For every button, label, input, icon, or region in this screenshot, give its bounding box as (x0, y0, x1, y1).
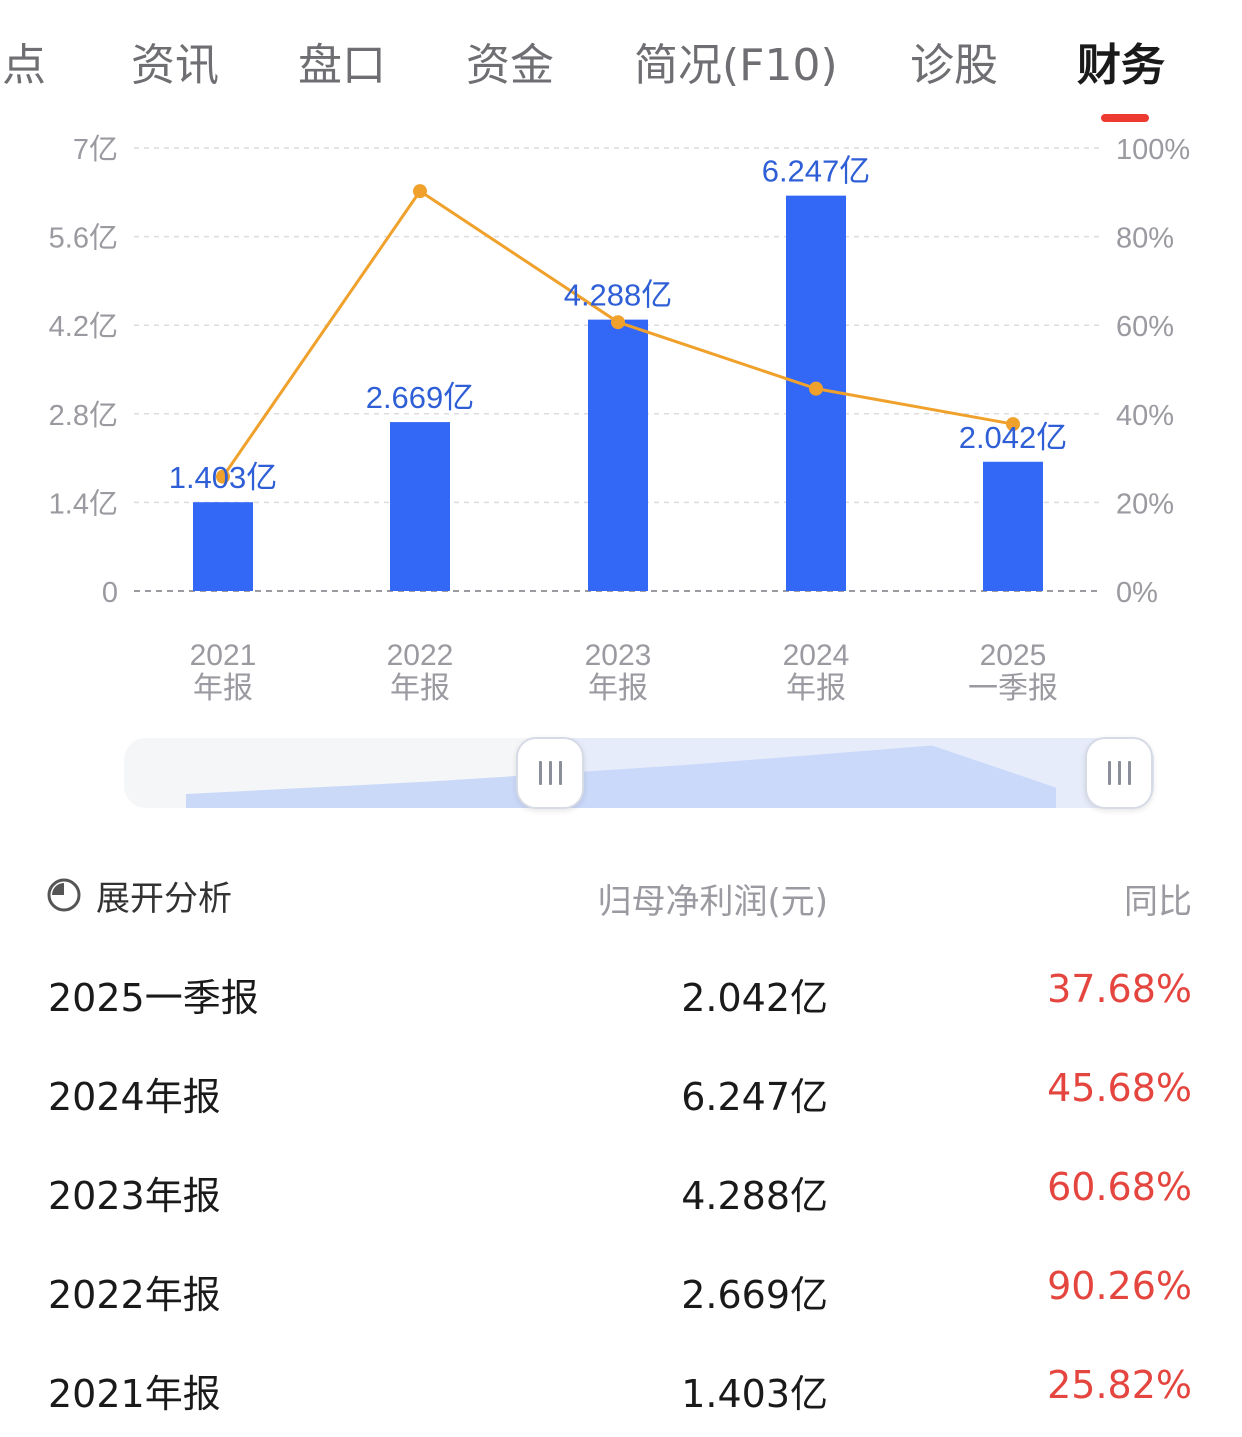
x-tick-year: 2021 (190, 639, 257, 672)
pie-chart-icon (47, 878, 81, 912)
range-slider-right-handle[interactable] (1085, 737, 1153, 809)
bar (983, 461, 1043, 591)
expand-analysis-button[interactable]: 展开分析 (46, 871, 232, 919)
y-tick-left: 5.6亿 (49, 222, 118, 255)
table-row[interactable]: 2021年报 1.403亿 25.82% (0, 1339, 1242, 1437)
y-tick-right: 40% (1116, 400, 1174, 432)
tab-market-depth[interactable]: 盘口 (298, 40, 386, 91)
row-yoy: 60.68% (1047, 1165, 1192, 1209)
yoy-point (809, 381, 823, 396)
x-tick-period: 年报 (390, 672, 450, 705)
x-tick-period: 年报 (786, 672, 846, 705)
tab-profile-f10[interactable]: 简况(F10) (634, 40, 838, 91)
row-yoy: 90.26% (1047, 1264, 1192, 1308)
table-row[interactable]: 2025一季报 2.042亿 37.68% (0, 943, 1242, 1041)
tab-diagnosis[interactable]: 诊股 (910, 40, 998, 91)
row-period: 2021年报 (48, 1372, 221, 1416)
yoy-point (611, 315, 625, 330)
table-row[interactable]: 2022年报 2.669亿 90.26% (0, 1240, 1242, 1338)
table-row[interactable]: 2024年报 6.247亿 45.68% (0, 1042, 1242, 1140)
y-tick-right: 60% (1116, 311, 1174, 343)
expand-analysis-label: 展开分析 (96, 878, 232, 919)
y-tick-left: 2.8亿 (49, 399, 118, 432)
yoy-point (216, 469, 230, 484)
bar (390, 422, 450, 591)
x-tick-period: 年报 (588, 672, 648, 705)
bar (588, 319, 648, 591)
column-header-profit: 归母净利润(元) (597, 882, 828, 922)
bar-value-label: 2.042亿 (959, 420, 1068, 455)
row-profit: 2.042亿 (681, 976, 828, 1020)
y-tick-left: 7亿 (73, 133, 118, 166)
x-tick-year: 2022 (387, 639, 454, 672)
profit-chart: 1.403亿 2.669亿 4.288亿 6.247亿 2.042亿 0 0% 1.4亿 20… (49, 133, 1191, 705)
table-header: 展开分析 归母净利润(元) 同比 (0, 860, 1242, 930)
active-tab-indicator (1101, 114, 1149, 122)
x-tick-period: 年报 (193, 672, 253, 705)
tab-bar: 看点 资讯 盘口 资金 简况(F10) 诊股 财务 (0, 0, 1242, 130)
row-yoy: 25.82% (1047, 1363, 1192, 1407)
yoy-point (1006, 417, 1020, 432)
bar-value-label: 6.247亿 (762, 154, 871, 189)
bar-value-label: 4.288亿 (564, 278, 673, 313)
bar-value-label: 1.403亿 (169, 460, 278, 495)
y-tick-left: 1.4亿 (49, 487, 118, 520)
row-period: 2022年报 (48, 1273, 221, 1317)
tab-capital-flow[interactable]: 资金 (466, 40, 554, 91)
y-tick-right: 20% (1116, 488, 1174, 520)
x-tick-year: 2024 (783, 639, 850, 672)
bar (193, 502, 253, 591)
x-tick-year: 2025 (980, 639, 1047, 672)
row-yoy: 45.68% (1047, 1066, 1192, 1110)
row-period: 2023年报 (48, 1174, 221, 1218)
row-profit: 6.247亿 (681, 1075, 828, 1119)
y-tick-right: 0% (1116, 577, 1158, 609)
y-tick-right: 100% (1116, 134, 1190, 166)
yoy-point (413, 184, 427, 199)
row-period: 2024年报 (48, 1075, 221, 1119)
tab-news[interactable]: 资讯 (131, 40, 219, 91)
y-tick-right: 80% (1116, 223, 1174, 255)
range-slider-track[interactable] (124, 738, 1154, 808)
y-tick-left: 4.2亿 (49, 310, 118, 343)
row-profit: 4.288亿 (681, 1174, 828, 1218)
row-yoy: 37.68% (1047, 967, 1192, 1011)
x-tick-period: 一季报 (968, 672, 1058, 705)
row-profit: 2.669亿 (681, 1273, 828, 1317)
x-tick-year: 2023 (585, 639, 652, 672)
table-row[interactable]: 2023年报 4.288亿 60.68% (0, 1141, 1242, 1239)
tab-highlights[interactable]: 看点 (0, 40, 46, 91)
grip-icon (538, 761, 562, 785)
grip-icon (1107, 761, 1131, 785)
row-profit: 1.403亿 (681, 1372, 828, 1416)
range-slider-preview (186, 745, 1056, 808)
tab-finance[interactable]: 财务 (1077, 40, 1165, 91)
column-header-yoy: 同比 (1124, 882, 1192, 922)
range-slider-left-handle[interactable] (516, 737, 584, 809)
row-period: 2025一季报 (48, 976, 259, 1020)
y-tick-left: 0 (102, 577, 118, 609)
bar-value-label: 2.669亿 (366, 380, 475, 415)
